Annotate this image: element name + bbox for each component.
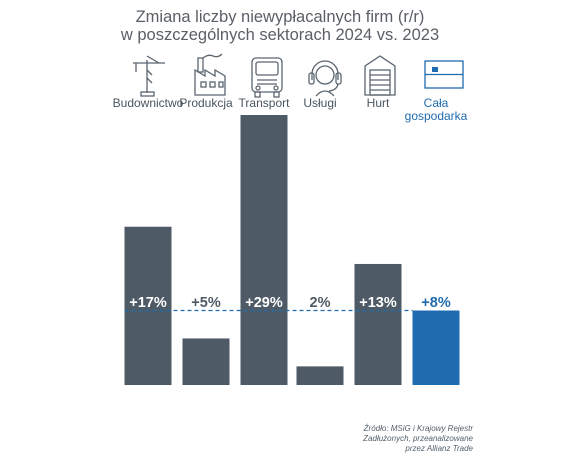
chart-title: Zmiana liczby niewypłacalnych firm (r/r) [136,8,425,26]
category-label-2: Transport [239,96,291,110]
bars [124,115,460,385]
category-label-3: Usługi [303,96,336,110]
value-labels: +17% +5% +29% 2% +13% +8% [129,295,451,311]
category-label-1: Produkcja [179,96,233,110]
value-label-3: 2% [310,295,331,311]
crane-icon [133,55,165,97]
value-label-1: +5% [191,295,221,311]
bar-1 [182,338,230,385]
bar-0 [124,226,172,385]
bar-2 [240,115,288,385]
source-line-3: przez Allianz Trade [404,444,473,453]
warehouse-icon [364,55,396,96]
value-label-4: +13% [359,295,397,311]
source-line-1: Źródło: MSiG i Krajowy Rejestr [363,424,474,433]
value-label-5: +8% [421,295,451,311]
truck-icon [251,57,283,98]
bar-3 [296,366,344,385]
factory-icon [194,53,226,96]
category-label-4: Hurt [367,96,390,110]
category-label-0: Budownictwo [113,96,184,110]
value-label-0: +17% [129,295,167,311]
source-note: Źródło: MSiG i Krajowy Rejestr Zadłużony… [362,424,473,453]
category-label-5: Cała gospodarka [405,96,468,123]
headset-icon [308,60,342,97]
bar-4 [354,263,402,385]
chart-subtitle: w poszczególnych sektorach 2024 vs. 2023 [120,26,439,44]
source-line-2: Zadłużonych, przeanalizowane [362,434,473,443]
value-label-2: +29% [245,295,283,311]
bar-5 [412,310,460,385]
flag-icon [424,60,464,89]
